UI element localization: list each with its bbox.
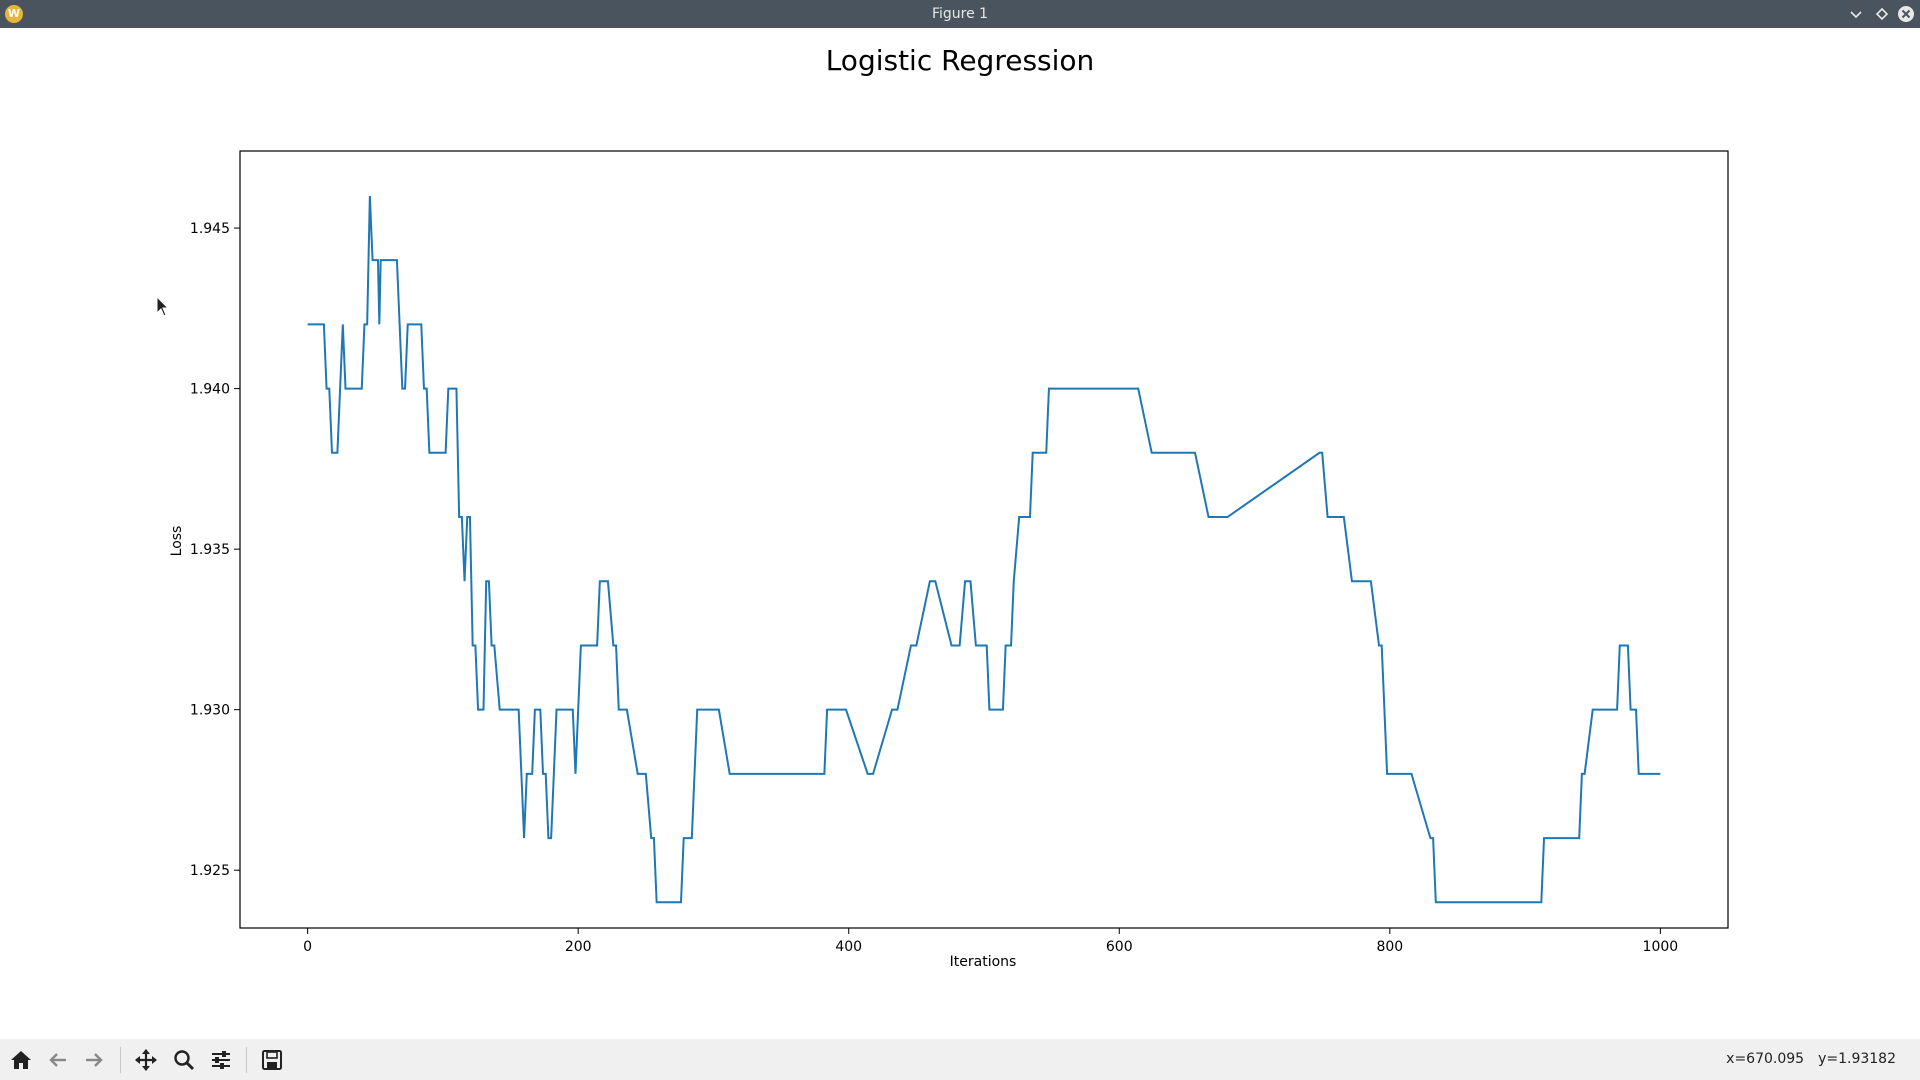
y-axis-label: Loss <box>169 526 185 557</box>
zoom-icon[interactable] <box>171 1047 197 1073</box>
chart-title: Logistic Regression <box>826 44 1095 77</box>
mouse-cursor-icon <box>156 296 170 317</box>
toolbar-separator <box>120 1047 121 1073</box>
maximize-icon[interactable] <box>1872 4 1892 24</box>
cursor-coordinates: x=670.095 y=1.93182 <box>1712 1051 1896 1067</box>
forward-icon[interactable] <box>81 1047 107 1073</box>
x-axis: 0 200 400 600 800 1000 <box>303 928 1678 955</box>
loss-line <box>307 195 1661 904</box>
x-tick-label: 1000 <box>1643 939 1679 955</box>
back-icon[interactable] <box>45 1047 71 1073</box>
x-tick-label: 400 <box>835 939 862 955</box>
close-icon[interactable] <box>1896 4 1916 24</box>
x-tick-label: 0 <box>303 939 312 955</box>
configure-subplots-icon[interactable] <box>208 1047 234 1073</box>
save-icon[interactable] <box>259 1047 285 1073</box>
y-tick-label: 1.925 <box>190 863 230 879</box>
figure-canvas[interactable]: Logistic Regression 1.925 1.930 1.935 1.940… <box>0 28 1920 1039</box>
y-tick-label: 1.945 <box>190 221 230 237</box>
y-tick-label: 1.940 <box>190 382 230 398</box>
y-tick-label: 1.930 <box>190 703 230 719</box>
app-icon: W <box>5 5 23 23</box>
y-axis: 1.925 1.930 1.935 1.940 1.945 <box>190 221 240 879</box>
pan-icon[interactable] <box>133 1047 159 1073</box>
y-tick-label: 1.935 <box>190 542 230 558</box>
navigation-toolbar: x=670.095 y=1.93182 <box>0 1039 1920 1080</box>
window-title: Figure 1 <box>931 6 989 22</box>
x-tick-label: 200 <box>565 939 592 955</box>
coord-x: x=670.095 <box>1726 1051 1805 1067</box>
axes-frame <box>239 150 1729 929</box>
x-axis-label: Iterations <box>950 954 1017 970</box>
minimize-icon[interactable] <box>1846 4 1866 24</box>
home-icon[interactable] <box>8 1047 34 1073</box>
title-bar: W Figure 1 <box>0 0 1920 28</box>
toolbar-separator <box>246 1047 247 1073</box>
x-tick-label: 600 <box>1106 939 1133 955</box>
coord-y: y=1.93182 <box>1818 1051 1896 1067</box>
x-tick-label: 800 <box>1376 939 1403 955</box>
